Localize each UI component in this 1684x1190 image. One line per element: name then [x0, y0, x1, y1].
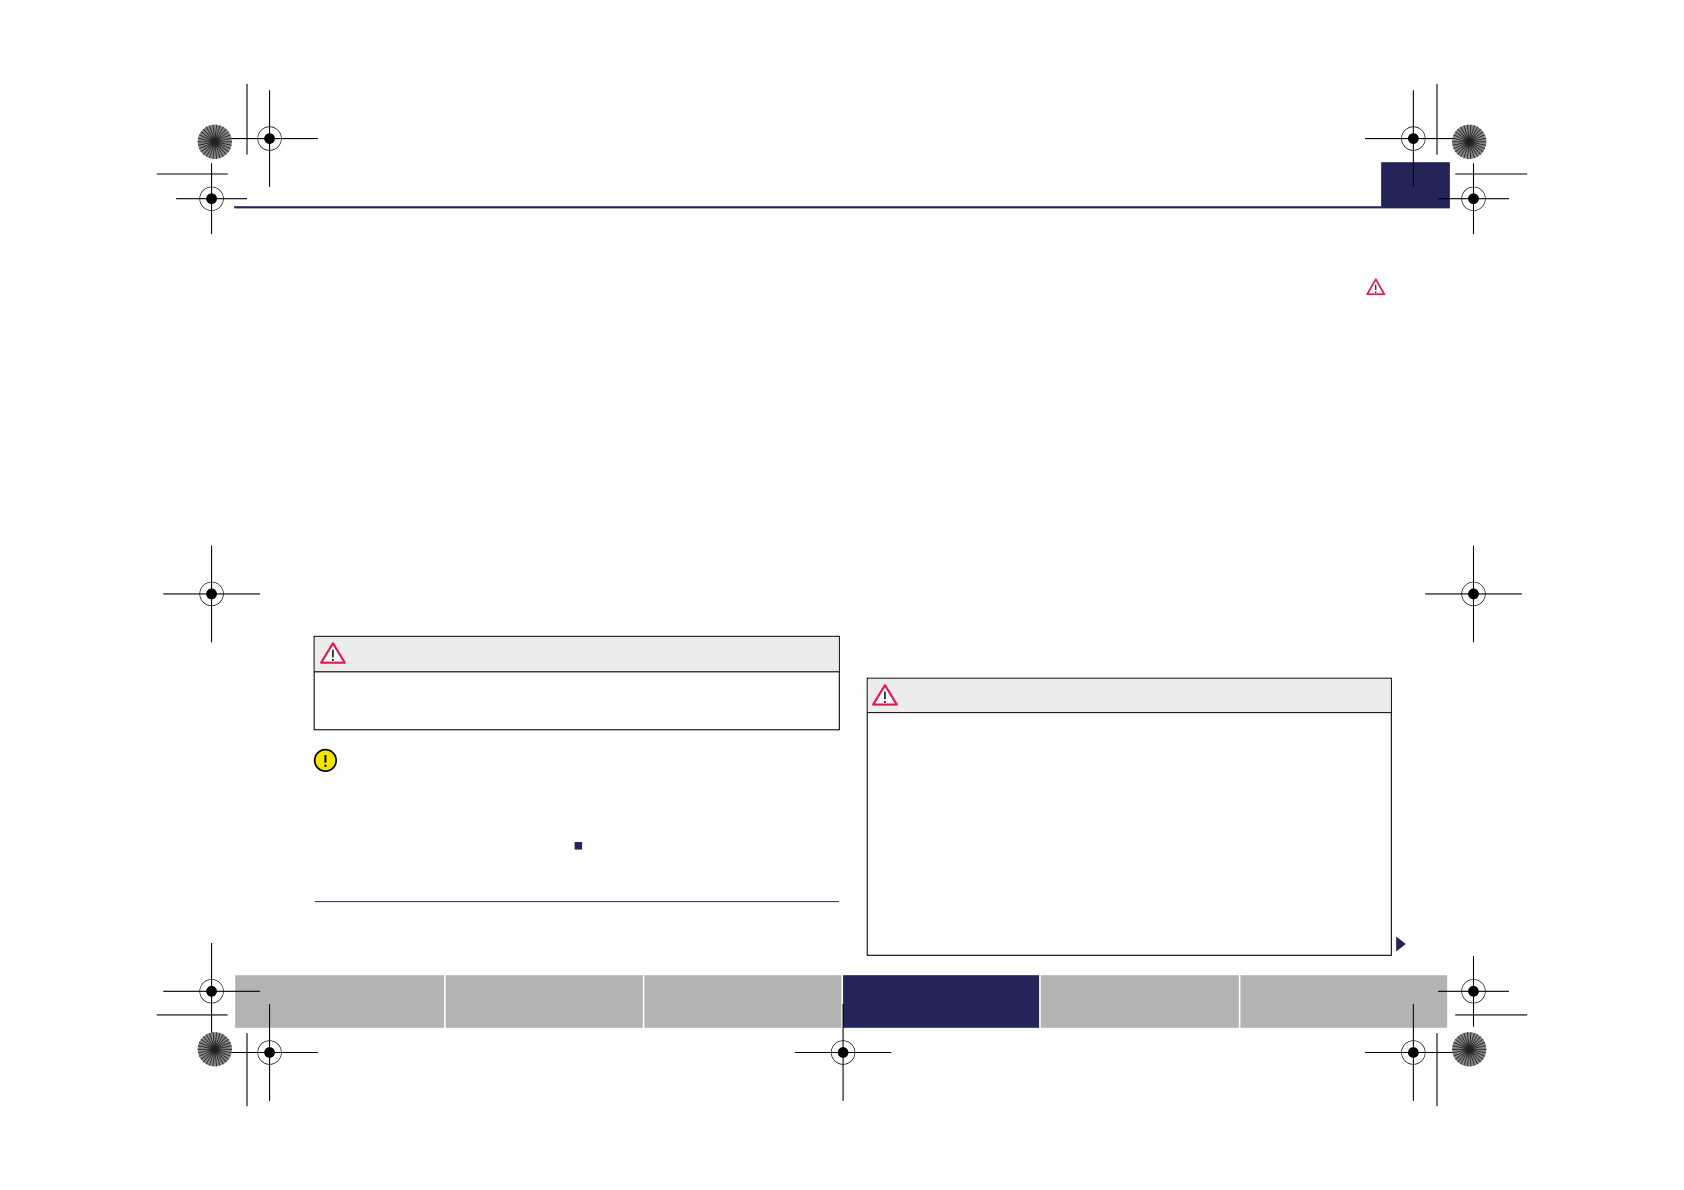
registration-mark-icon	[1425, 545, 1522, 643]
color-calibration-disc-icon	[197, 1032, 232, 1067]
color-calibration-disc-icon	[1452, 124, 1487, 159]
nav-tab-6[interactable]	[1240, 975, 1448, 1028]
registration-mark-icon	[1438, 955, 1509, 1027]
registration-mark-icon	[163, 942, 260, 1040]
registration-mark-icon	[176, 163, 248, 235]
caution-circle-icon	[313, 748, 338, 772]
warning-triangle-icon	[320, 642, 346, 664]
registration-mark-icon	[1365, 1004, 1462, 1101]
registration-mark-icon	[1365, 90, 1462, 187]
registration-mark-icon	[1438, 163, 1509, 235]
registration-mark-icon	[163, 545, 260, 643]
header-rule	[234, 206, 1382, 209]
bottom-navigation	[235, 975, 1448, 1028]
color-calibration-disc-icon	[1452, 1032, 1487, 1067]
warning-triangle-icon	[872, 684, 898, 706]
continue-arrow-icon	[1396, 936, 1406, 952]
color-calibration-disc-icon	[197, 124, 232, 159]
nav-tab-3[interactable]	[644, 975, 842, 1028]
printer-crop-marks	[156, 83, 1528, 1107]
warning-box-left	[313, 635, 840, 731]
nav-tab-2[interactable]	[445, 975, 643, 1028]
warning-triangle-icon	[1366, 278, 1386, 296]
nav-tab-5[interactable]	[1040, 975, 1239, 1028]
end-of-section-square-icon	[574, 842, 583, 850]
nav-tab-4[interactable]	[843, 975, 1040, 1028]
nav-tab-1[interactable]	[235, 975, 445, 1028]
warning-box-right	[866, 677, 1392, 956]
registration-mark-icon	[221, 90, 318, 187]
registration-mark-icon	[221, 1004, 318, 1101]
registration-mark-icon	[794, 1004, 892, 1101]
chapter-tab	[1381, 162, 1450, 209]
